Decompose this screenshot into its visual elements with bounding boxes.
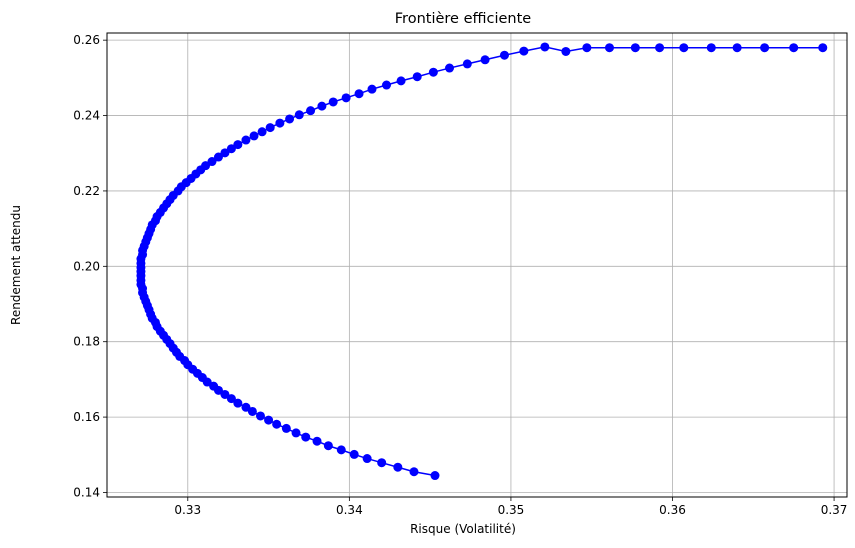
- y-axis-label: Rendement attendu: [9, 205, 23, 325]
- data-point: [362, 454, 372, 464]
- data-point: [294, 110, 304, 120]
- data-point: [264, 415, 274, 425]
- data-point: [354, 89, 364, 99]
- data-point: [377, 458, 387, 468]
- data-point: [428, 67, 438, 77]
- data-point: [247, 406, 257, 416]
- data-point: [275, 118, 285, 128]
- data-point: [462, 59, 472, 69]
- data-point: [706, 43, 716, 53]
- data-point: [226, 394, 236, 404]
- y-tick-label: 0.16: [73, 410, 100, 424]
- data-point: [255, 411, 265, 421]
- x-tick-label: 0.33: [174, 503, 201, 517]
- frontier-points: [136, 42, 828, 481]
- y-tick-label: 0.26: [73, 33, 100, 47]
- data-point: [233, 140, 243, 150]
- data-point: [604, 43, 614, 53]
- data-point: [655, 43, 665, 53]
- data-point: [207, 157, 217, 167]
- data-point: [561, 46, 571, 56]
- data-point: [209, 381, 219, 391]
- plot-frame: [106, 32, 848, 498]
- data-point: [328, 97, 338, 107]
- data-point: [233, 398, 243, 408]
- data-point: [220, 148, 230, 158]
- x-tick-label: 0.35: [498, 503, 525, 517]
- x-axis-ticks: 0.33 0.34 0.35 0.36 0.37: [174, 497, 847, 517]
- data-point: [540, 42, 550, 52]
- data-point: [445, 63, 455, 73]
- data-point: [760, 43, 770, 53]
- data-point: [257, 127, 267, 137]
- data-point: [382, 80, 392, 90]
- data-point: [323, 441, 333, 451]
- data-point: [265, 123, 275, 133]
- data-point: [201, 161, 211, 171]
- data-point: [213, 152, 223, 162]
- x-tick-label: 0.36: [659, 503, 686, 517]
- data-point: [241, 402, 251, 412]
- y-axis-ticks: 0.14 0.16 0.18 0.20 0.22 0.24 0.26: [73, 33, 107, 499]
- x-axis-label: Risque (Volatilité): [410, 522, 516, 536]
- y-tick-label: 0.20: [73, 259, 100, 273]
- data-point: [349, 449, 359, 459]
- data-point: [226, 144, 236, 154]
- data-point: [281, 423, 291, 433]
- data-point: [480, 55, 490, 65]
- data-point: [732, 43, 742, 53]
- data-point: [519, 46, 529, 56]
- y-tick-label: 0.14: [73, 485, 100, 499]
- data-point: [396, 76, 406, 86]
- y-tick-label: 0.22: [73, 184, 100, 198]
- data-point: [249, 131, 259, 141]
- x-tick-label: 0.34: [336, 503, 363, 517]
- data-point: [789, 43, 799, 53]
- data-point: [306, 106, 316, 116]
- data-point: [409, 467, 419, 477]
- data-point: [220, 389, 230, 399]
- data-point: [312, 436, 322, 446]
- x-tick-label: 0.37: [821, 503, 848, 517]
- data-point: [317, 101, 327, 111]
- data-point: [818, 43, 828, 53]
- data-point: [301, 432, 311, 442]
- series-line: [140, 46, 823, 477]
- data-point: [285, 114, 295, 124]
- chart-title: Frontière efficiente: [395, 11, 532, 27]
- frontier-line: [140, 46, 823, 477]
- data-point: [412, 72, 422, 82]
- data-point: [582, 43, 592, 53]
- data-point: [291, 428, 301, 438]
- y-tick-label: 0.18: [73, 335, 100, 349]
- data-point: [630, 43, 640, 53]
- y-tick-label: 0.24: [73, 109, 100, 123]
- data-point: [499, 50, 509, 60]
- data-point: [241, 135, 251, 145]
- data-point: [272, 419, 282, 429]
- data-point: [430, 471, 440, 481]
- data-point: [679, 43, 689, 53]
- grid: [107, 33, 847, 497]
- data-point: [341, 93, 351, 103]
- data-point: [367, 84, 377, 94]
- data-point: [336, 445, 346, 455]
- data-point: [393, 462, 403, 472]
